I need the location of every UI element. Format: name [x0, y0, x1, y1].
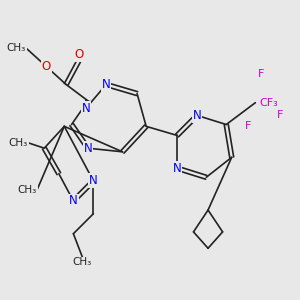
- Text: CF₃: CF₃: [260, 98, 278, 108]
- Text: CH₃: CH₃: [9, 138, 28, 148]
- Text: O: O: [74, 48, 83, 61]
- Text: N: N: [82, 102, 91, 115]
- Text: CH₃: CH₃: [73, 257, 92, 267]
- Text: N: N: [102, 78, 110, 91]
- Text: F: F: [258, 69, 264, 79]
- Text: CH₃: CH₃: [18, 185, 37, 195]
- Text: N: N: [193, 109, 202, 122]
- Text: N: N: [173, 162, 182, 175]
- Text: N: N: [69, 194, 78, 208]
- Text: O: O: [41, 60, 51, 73]
- Text: F: F: [245, 121, 252, 131]
- Text: N: N: [84, 142, 92, 155]
- Text: N: N: [89, 174, 98, 188]
- Text: F: F: [277, 110, 283, 120]
- Text: CH₃: CH₃: [7, 43, 26, 53]
